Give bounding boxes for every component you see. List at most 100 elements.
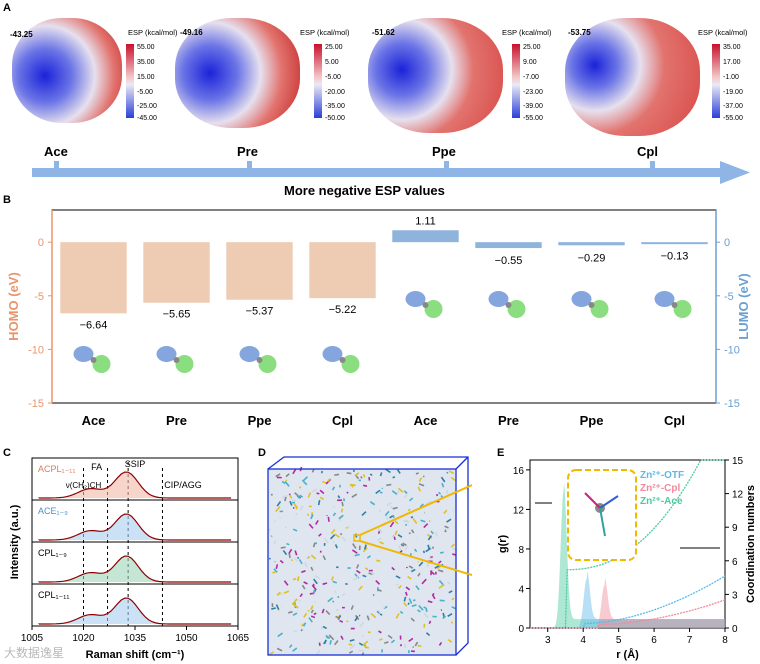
molecule — [300, 628, 303, 632]
molecule — [310, 615, 316, 619]
molecule — [418, 561, 424, 567]
molecule — [317, 499, 321, 506]
molecule — [445, 471, 451, 475]
molecule — [349, 638, 355, 642]
lumo-value-label: −0.29 — [578, 252, 606, 264]
molecule — [356, 564, 360, 569]
molecule — [438, 642, 443, 646]
molecule — [330, 528, 336, 535]
molecule — [318, 642, 321, 646]
molecule — [408, 598, 413, 604]
orbital-lobe — [488, 291, 509, 307]
molecule — [334, 640, 339, 646]
molecule — [419, 503, 424, 508]
molecule-name-pre: Pre — [237, 144, 258, 159]
colorbar-title-ppe: ESP (kcal/mol) — [502, 28, 552, 37]
molecule — [451, 597, 455, 601]
molecule — [346, 472, 352, 475]
left-tick-label: 0 — [38, 237, 44, 249]
molecule — [299, 494, 304, 498]
atom — [90, 357, 97, 363]
category-label: Ppe — [248, 413, 272, 428]
lumo-value-label: −0.55 — [495, 255, 523, 267]
molecule — [392, 476, 396, 479]
molecule — [303, 581, 308, 585]
molecule — [303, 612, 308, 618]
molecule — [418, 483, 425, 487]
molecule — [299, 486, 302, 489]
molecule — [362, 547, 368, 553]
molecule — [334, 533, 340, 538]
panel-label-b: B — [3, 194, 11, 206]
molecule — [323, 537, 329, 544]
molecule — [397, 487, 404, 493]
molecule — [275, 473, 281, 478]
molecule — [384, 641, 389, 644]
molecule — [402, 542, 407, 547]
molecule — [427, 544, 431, 550]
molecule-name-ace: Ace — [44, 144, 68, 159]
molecule — [272, 571, 277, 574]
molecule — [321, 608, 325, 614]
orbital-icon — [571, 291, 609, 318]
left-tick-label: -15 — [28, 398, 44, 410]
molecule — [418, 477, 423, 482]
molecule — [341, 536, 347, 542]
orbital-lobe — [341, 355, 360, 373]
cb-tick: 25.00 — [325, 44, 343, 51]
esp-surface-cpl — [565, 18, 700, 136]
molecule — [408, 637, 414, 643]
molecule — [389, 515, 394, 519]
box-frame — [267, 468, 457, 656]
molecule — [274, 520, 277, 523]
molecule — [328, 634, 335, 641]
arrow-caption: More negative ESP values — [284, 183, 445, 198]
orbital-lobe — [322, 346, 343, 362]
molecule — [319, 489, 325, 495]
orbital-icon — [322, 346, 360, 373]
molecule — [330, 576, 335, 581]
orbital-lobe — [590, 300, 609, 318]
cb-tick: 15.00 — [137, 74, 155, 81]
cb-tick: -5.00 — [137, 89, 153, 96]
molecule — [292, 468, 297, 475]
molecule — [417, 644, 422, 648]
molecule — [370, 613, 377, 619]
molecule — [386, 483, 392, 487]
colorbar-pre — [314, 44, 322, 118]
colorbar-ace — [126, 44, 134, 118]
molecule — [447, 612, 453, 618]
molecule — [375, 489, 381, 495]
molecule — [276, 591, 281, 596]
molecule — [421, 578, 427, 585]
molecule — [337, 495, 341, 499]
cb-tick: -45.00 — [137, 115, 157, 122]
cb-tick: 35.00 — [723, 44, 741, 51]
molecule — [271, 607, 276, 610]
molecule — [310, 609, 314, 614]
y-axis-label: Intensity (a.u.) — [9, 504, 21, 579]
esp-min-cpl: -53.75 — [568, 28, 591, 37]
molecule — [448, 590, 453, 594]
molecule — [398, 585, 402, 589]
molecule — [452, 509, 455, 512]
orbital-lobe — [673, 300, 692, 318]
category-label: Ace — [82, 413, 106, 428]
category-label: Ace — [414, 413, 438, 428]
molecule — [375, 580, 381, 585]
molecule — [395, 583, 399, 586]
raman-spectrum — [38, 597, 232, 625]
molecule — [310, 554, 317, 560]
molecule — [450, 543, 455, 548]
esp-surface-pre — [175, 18, 300, 128]
molecule — [411, 604, 417, 608]
molecule — [366, 615, 370, 621]
molecule — [412, 599, 416, 602]
cb-tick: -35.00 — [325, 103, 345, 110]
raman-spectrum — [38, 471, 232, 499]
series-label: ACPL₁₋₁₁ — [38, 464, 75, 474]
lumo-bar — [475, 242, 542, 249]
legend-item: Zn²⁺-OTF — [640, 470, 684, 481]
y2-tick-label: 12 — [732, 490, 744, 501]
molecule — [369, 473, 373, 477]
